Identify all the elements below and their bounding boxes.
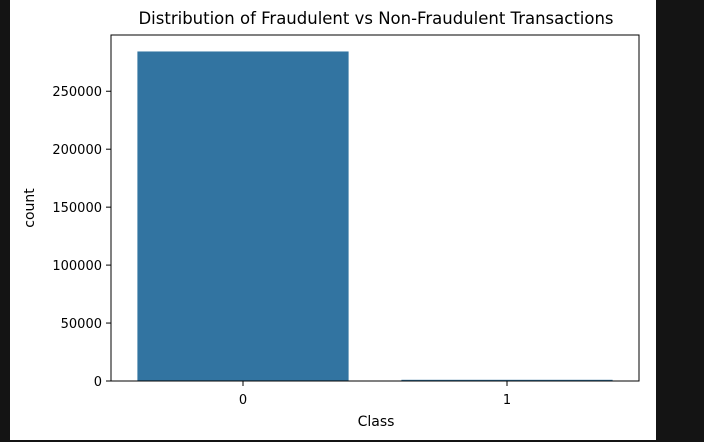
y-tick-label: 200000: [52, 143, 102, 158]
bar-class-1: [401, 379, 613, 381]
y-tick-label: 100000: [52, 259, 102, 274]
y-tick-label: 50000: [61, 317, 102, 332]
bar-chart: Distribution of Fraudulent vs Non-Fraudu…: [22, 9, 640, 430]
y-tick-label: 250000: [52, 85, 102, 100]
chart-figure: Distribution of Fraudulent vs Non-Fraudu…: [10, 0, 656, 440]
plot-frame: [110, 34, 640, 382]
x-tick-label: 0: [239, 393, 247, 408]
y-tick-label: 150000: [52, 201, 102, 216]
y-axis-label: count: [22, 188, 38, 228]
chart-title: Distribution of Fraudulent vs Non-Fraudu…: [138, 9, 613, 28]
x-axis-label: Class: [358, 414, 395, 430]
y-tick-label: 0: [94, 375, 102, 390]
bar-class-0: [137, 51, 349, 381]
axes-layer: 0 50000 100000 150000 200000 250000 0 1: [52, 34, 640, 408]
x-tick-label: 1: [503, 393, 511, 408]
bars-layer: [137, 51, 613, 381]
